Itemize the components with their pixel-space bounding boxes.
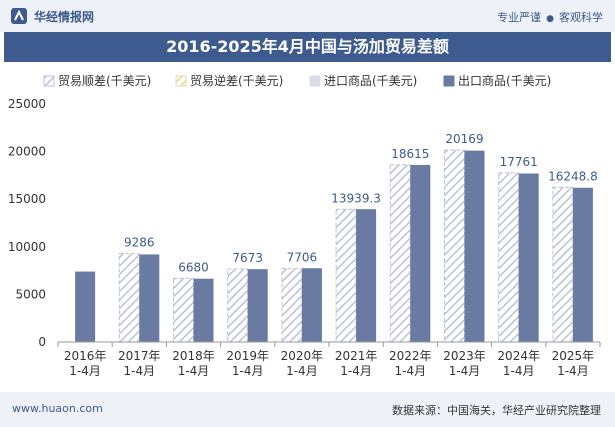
- legend-item[interactable]: 出口商品(千美元): [443, 73, 551, 88]
- export-bar: [193, 278, 214, 342]
- x-tick-label: 2024年 1-4月: [497, 349, 540, 378]
- data-label: 6680: [178, 260, 209, 274]
- legend-swatch: [43, 75, 55, 87]
- surplus-bar: [498, 172, 520, 343]
- x-tick-label: 2021年 1-4月: [335, 349, 378, 378]
- surplus-bar: [118, 253, 140, 343]
- x-tick-label: 2018年 1-4月: [172, 349, 215, 378]
- brand-logo[interactable]: 华经情报网: [10, 7, 94, 25]
- y-tick-label: 5000: [15, 287, 46, 301]
- x-tick-label: 2022年 1-4月: [389, 349, 432, 378]
- slogan-separator: ●: [546, 14, 554, 24]
- x-tick-label: 2019年 1-4月: [226, 349, 269, 378]
- x-tick-label: 2017年 1-4月: [118, 349, 161, 378]
- footer-url[interactable]: www.huaon.com: [12, 402, 103, 415]
- data-label: 20169: [445, 132, 483, 146]
- chart-legend: 贸易顺差(千美元) 贸易逆差(千美元) 进口商品(千美元) 出口商品(千美元): [43, 73, 551, 88]
- legend-label: 出口商品(千美元): [458, 73, 551, 88]
- slogan-right: 客观科学: [559, 11, 603, 24]
- export-bar: [464, 150, 485, 342]
- legend-swatch: [309, 75, 321, 87]
- data-label: 7673: [232, 251, 263, 265]
- chart-area: 贸易顺差(千美元) 贸易逆差(千美元) 进口商品(千美元) 出口商品(千美元) 0 50…: [8, 73, 601, 378]
- legend-swatch: [175, 75, 187, 87]
- export-bar: [518, 173, 539, 342]
- x-tick-label: 2023年 1-4月: [443, 349, 486, 378]
- surplus-bar: [552, 186, 574, 343]
- y-axis: 0 5000 10000 15000 20000 25000: [8, 97, 46, 349]
- export-bar: [410, 164, 431, 342]
- x-axis: 2016年 1-4月 2017年 1-4月 2018年 1-4月 2019年 1-4月 2020…: [57, 341, 601, 378]
- x-tick-label: 2016年 1-4月: [64, 349, 107, 378]
- y-tick-label: 20000: [8, 145, 46, 159]
- export-bar: [301, 268, 322, 342]
- surplus-bar: [173, 277, 194, 343]
- slogan: 专业严谨 ● 客观科学: [497, 9, 603, 25]
- footer: www.huaon.com 数据来源：中国海关，华经产业研究院整理: [0, 392, 615, 427]
- x-tick-label: 2025年 1-4月: [552, 349, 595, 378]
- export-bar: [572, 187, 593, 342]
- surplus-bar: [335, 208, 357, 343]
- legend-item[interactable]: 贸易逆差(千美元): [175, 73, 283, 88]
- export-bar: [356, 209, 377, 342]
- surplus-bar: [281, 268, 303, 343]
- y-tick-label: 0: [38, 335, 46, 349]
- legend-item[interactable]: 贸易顺差(千美元): [43, 74, 151, 88]
- top-banner: 华经情报网 专业严谨 ● 客观科学: [0, 0, 615, 32]
- data-source: 数据来源：中国海关，华经产业研究院整理: [392, 404, 601, 417]
- surplus-bar: [444, 149, 465, 343]
- legend-label: 贸易顺差(千美元): [58, 74, 151, 88]
- export-bar: [247, 269, 268, 342]
- title-bar: 2016-2025年4月中国与汤加贸易差额: [4, 32, 611, 62]
- chart-title: 2016-2025年4月中国与汤加贸易差额: [166, 37, 449, 56]
- x-tick-label: 2020年 1-4月: [281, 349, 324, 378]
- legend-swatch: [443, 75, 455, 87]
- brand-icon: [11, 8, 27, 24]
- legend-label: 贸易逆差(千美元): [190, 73, 283, 88]
- data-label: 16248.8: [548, 169, 598, 183]
- data-label: 13939.3: [331, 191, 381, 205]
- surplus-bar: [389, 164, 411, 343]
- y-tick-label: 25000: [8, 97, 46, 111]
- data-label: 9286: [124, 236, 155, 250]
- brand-name: 华经情报网: [34, 9, 95, 24]
- y-tick-label: 10000: [8, 240, 46, 254]
- export-bar: [75, 271, 96, 342]
- data-label: 18615: [391, 147, 429, 161]
- export-bar: [139, 254, 160, 342]
- legend-label: 进口商品(千美元): [324, 73, 417, 88]
- bars: 9286 6680 7673 7706 13939.3 18615 20169 17761 16…: [75, 132, 598, 343]
- y-tick-label: 15000: [8, 192, 46, 206]
- slogan-left: 专业严谨: [497, 11, 542, 24]
- data-label: 7706: [287, 251, 318, 265]
- surplus-bar: [227, 268, 249, 343]
- data-label: 17761: [500, 155, 538, 169]
- legend-item[interactable]: 进口商品(千美元): [309, 73, 417, 88]
